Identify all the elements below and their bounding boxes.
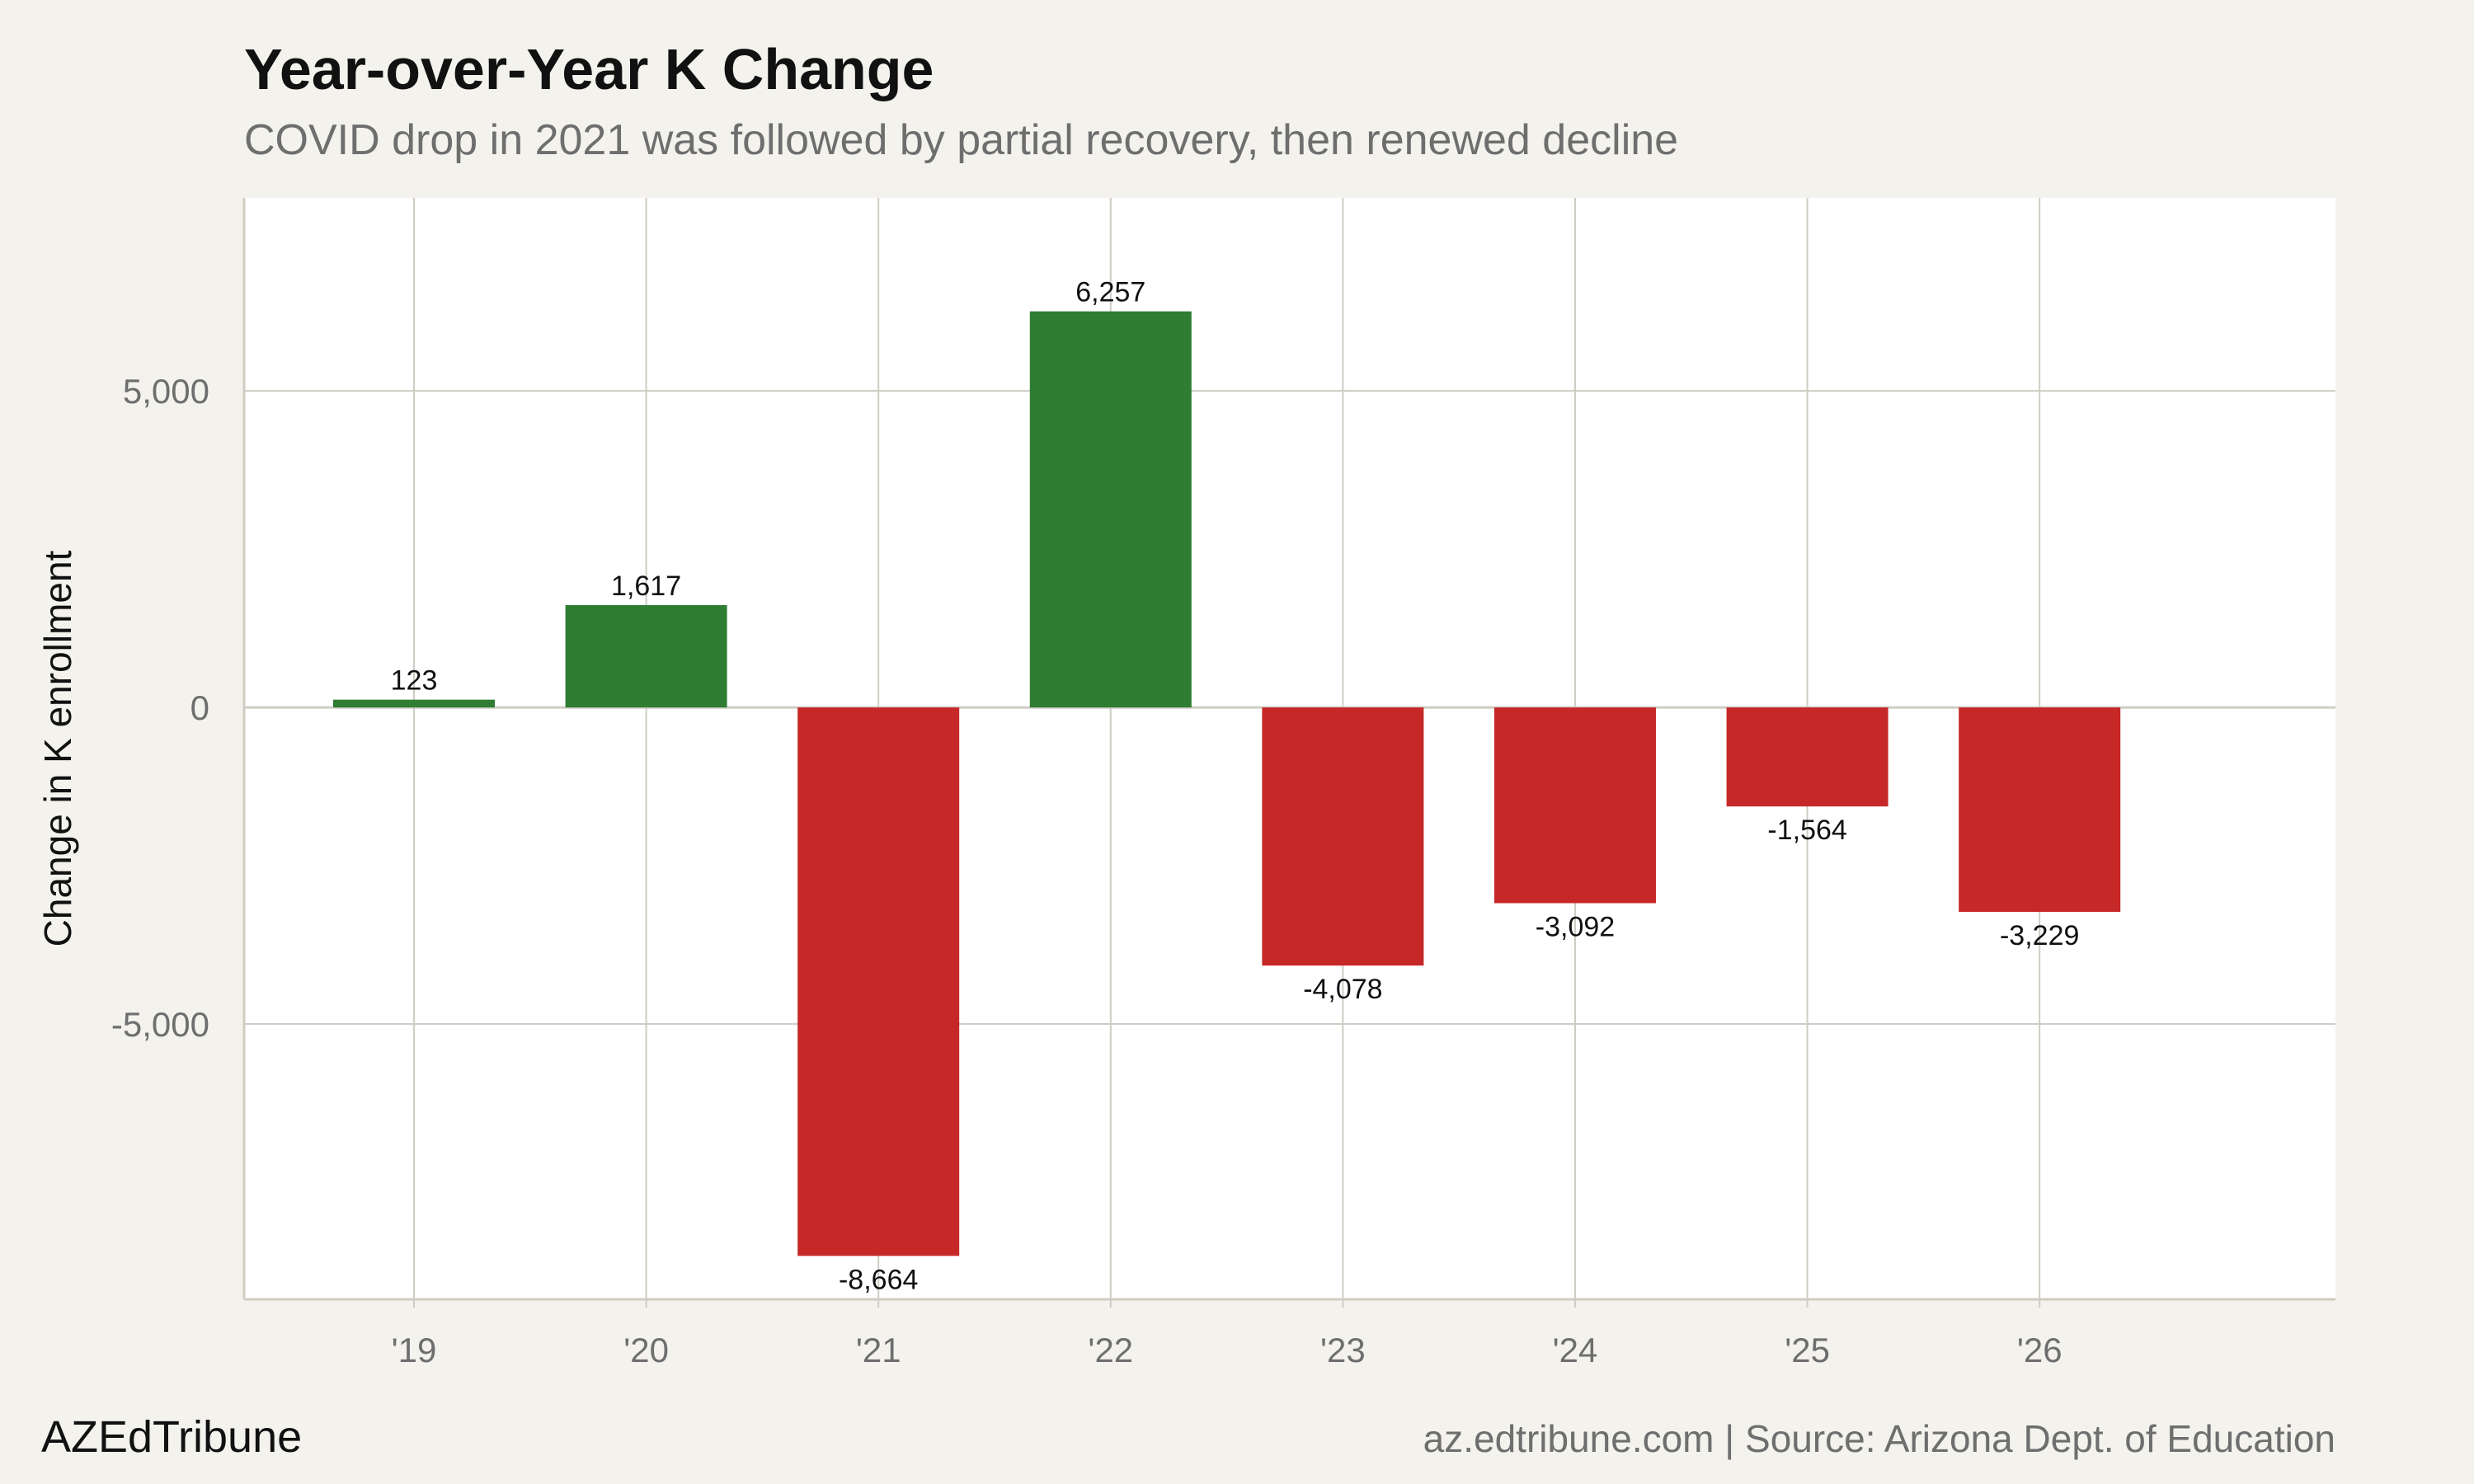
bar-26 <box>1959 707 2121 913</box>
bar-value-label: -3,092 <box>1536 912 1615 943</box>
x-tick-label: '25 <box>1785 1331 1830 1369</box>
chart-subtitle: COVID drop in 2021 was followed by parti… <box>244 116 1679 164</box>
source-credit: az.edtribune.com | Source: Arizona Dept.… <box>1423 1417 2335 1460</box>
y-tick-label: 0 <box>190 688 209 727</box>
x-tick-label: '23 <box>1320 1331 1366 1369</box>
bar-value-label: 123 <box>391 665 438 697</box>
bar-25 <box>1726 707 1888 807</box>
x-tick-label: '26 <box>2017 1331 2062 1369</box>
bar-value-label: -4,078 <box>1303 974 1382 1005</box>
x-tick-label: '24 <box>1553 1331 1598 1369</box>
bar-21 <box>797 707 960 1256</box>
chart-title: Year-over-Year K Change <box>244 37 934 101</box>
bars-layer <box>333 311 2121 1256</box>
axes-layer: -5,000 0 5,000 '19 '20 '21 '22 '23 '24 '25 '26 <box>111 198 2335 1369</box>
y-axis-title: Change in K enrollment <box>36 550 79 946</box>
bar-24 <box>1494 707 1656 904</box>
x-tick-label: '21 <box>856 1331 901 1369</box>
bar-value-label: 6,257 <box>1075 277 1145 308</box>
bar-20 <box>565 604 727 708</box>
y-tick-label: -5,000 <box>111 1005 209 1044</box>
labels-layer: 123 1,617 -8,664 6,257 -4,078 -3,092 -1,564 -3,… <box>391 277 2080 1296</box>
brand-logo-text: AZEdTribune <box>41 1412 303 1462</box>
bar-value-label: -3,229 <box>2000 920 2079 951</box>
bar-23 <box>1262 707 1424 966</box>
y-tick-label: 5,000 <box>123 372 209 411</box>
bar-value-label: -8,664 <box>839 1264 918 1295</box>
x-tick-label: '19 <box>392 1331 437 1369</box>
x-tick-label: '22 <box>1088 1331 1133 1369</box>
bar-value-label: 1,617 <box>611 571 681 602</box>
bar-value-label: -1,564 <box>1767 815 1846 846</box>
x-tick-label: '20 <box>623 1331 669 1369</box>
bar-19 <box>333 699 495 708</box>
bar-22 <box>1029 311 1192 708</box>
